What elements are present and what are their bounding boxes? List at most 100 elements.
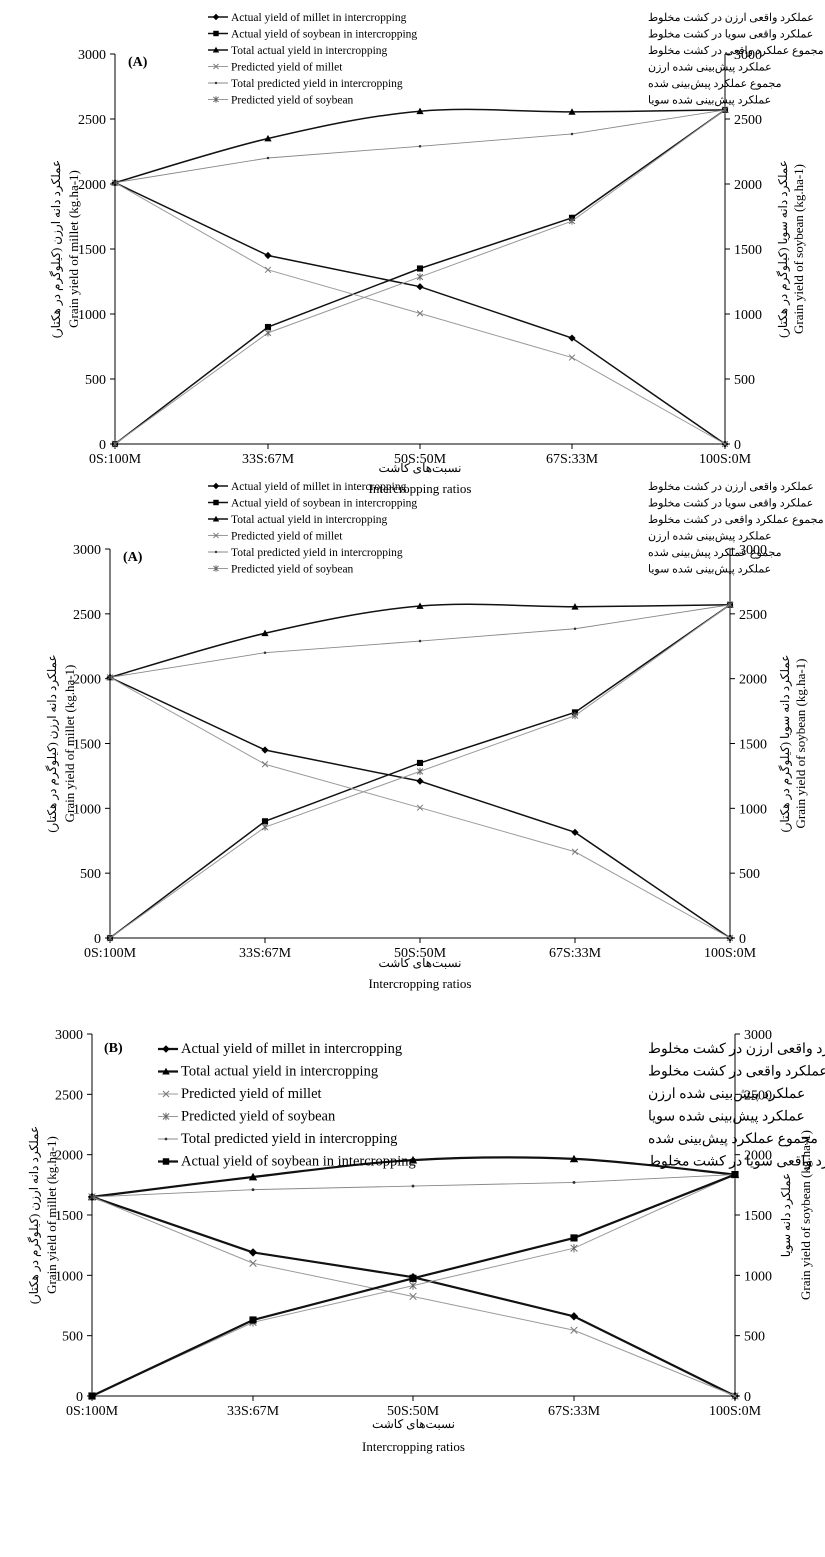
- legend-item: Total predicted yield in intercropping مج…: [208, 78, 782, 90]
- legend-marker: [213, 30, 219, 37]
- y-tick-label-right: 1000: [744, 1269, 772, 1284]
- legend: Actual yield of millet in intercropping ع…: [208, 12, 824, 107]
- legend-label: Total actual yield in intercropping: [181, 1064, 378, 1080]
- data-point: [90, 1195, 94, 1199]
- legend-label: Actual yield of soybean in intercropping: [181, 1154, 416, 1170]
- data-point: [416, 602, 424, 609]
- data-point: [571, 848, 579, 856]
- series-x: [111, 179, 729, 448]
- series-square: [88, 1171, 739, 1400]
- legend-item: Actual yield of soybean in intercropping…: [208, 29, 813, 41]
- legend-label-fa: عملکرد پیش‌بینی شده سویا: [648, 564, 771, 576]
- chart-panel-1: 0 0 500 500 1000 1000 1500 1500 2000 2000 2500 2500…: [49, 12, 824, 496]
- y-tick-label-left: 0: [99, 438, 106, 453]
- legend-label: Predicted yield of soybean: [181, 1109, 336, 1125]
- y-tick-label-right: 2000: [739, 673, 767, 688]
- data-point: [264, 329, 272, 337]
- y-tick-label-left: 1500: [73, 738, 101, 753]
- legend-label-fa: عملکرد پیش‌بینی شده ارزن: [648, 531, 772, 543]
- panel-label: (A): [128, 55, 148, 70]
- legend-item: Actual yield of soybean in intercropping…: [158, 1154, 825, 1170]
- data-point: [409, 1281, 417, 1290]
- y-tick-label-right: 2000: [734, 178, 762, 193]
- y-tick-label-right: 3000: [739, 543, 767, 558]
- x-tick-label: 67S:33M: [549, 946, 602, 961]
- y-tick-label-right: 500: [734, 373, 755, 388]
- x-tick-label: 50S:50M: [394, 452, 447, 467]
- data-point: [418, 639, 422, 643]
- legend-marker: [213, 96, 219, 103]
- legend-label-fa: مجموع عملکرد واقعی در کشت مخلوط: [648, 45, 824, 57]
- y-axis-right-title: Grain yield of soybean (kg.ha-1): [791, 164, 806, 334]
- x-tick-label: 100S:0M: [709, 1404, 762, 1419]
- legend-label-fa: عملکرد پیش‌بینی شده سویا: [648, 1110, 805, 1125]
- legend-label: Actual yield of millet in intercropping: [181, 1041, 402, 1057]
- legend-item: Total predicted yield in intercropping مج…: [208, 547, 782, 559]
- y-tick-label-right: 2500: [739, 608, 767, 623]
- y-axis-left-title-fa: عملکرد دانه ارزن (کیلوگرم در هکتار): [45, 654, 59, 832]
- legend: Actual yield of millet in intercropping ع…: [208, 481, 824, 576]
- y-axis-left-title-fa: عملکرد دانه ارزن (کیلوگرم در هکتار): [49, 160, 63, 338]
- data-point: [570, 1234, 578, 1242]
- data-point: [416, 767, 424, 775]
- data-point: [731, 1392, 739, 1400]
- legend-label: Predicted yield of millet: [231, 531, 343, 543]
- data-point: [570, 1243, 578, 1253]
- y-tick-label-left: 2000: [78, 178, 106, 193]
- series-dot: [90, 1173, 737, 1199]
- data-point: [721, 440, 729, 448]
- data-point: [113, 181, 117, 184]
- y-tick-label-left: 2500: [55, 1088, 83, 1103]
- legend-label: Total predicted yield in intercropping: [231, 78, 403, 90]
- y-tick-label-left: 1000: [55, 1269, 83, 1284]
- data-point: [416, 804, 424, 811]
- legend-label: Predicted yield of millet: [181, 1086, 322, 1102]
- x-axis-title: Intercropping ratios: [362, 1439, 465, 1454]
- axes: 0 0 500 500 1000 1000 1500 1500 2000 2000 2500 2500…: [78, 48, 762, 467]
- legend-item: Total actual yield in intercropping مجموع…: [208, 45, 824, 57]
- data-point: [572, 1180, 576, 1184]
- y-tick-label-right: 2500: [744, 1088, 772, 1103]
- legend-label-fa: عملکرد پیش‌بینی شده سویا: [648, 95, 771, 107]
- legend-item: Actual yield of millet in intercropping ع…: [158, 1041, 825, 1057]
- legend-marker: [214, 550, 218, 554]
- y-tick-label-left: 1000: [73, 802, 101, 817]
- data-point: [249, 1259, 257, 1267]
- chart-panel-2: 0 0 500 500 1000 1000 1500 1500 2000 2000 2500 2500…: [45, 481, 824, 991]
- legend-marker: [162, 1090, 170, 1098]
- data-point: [409, 1274, 417, 1282]
- y-tick-label-left: 0: [76, 1390, 83, 1405]
- data-point: [251, 1188, 255, 1192]
- legend-label-fa: عملکرد واقعی سویا در کشت مخلوط: [648, 1155, 825, 1170]
- x-tick-label: 100S:0M: [699, 452, 752, 467]
- y-tick-label-left: 2000: [55, 1149, 83, 1164]
- legend-marker: [164, 1137, 168, 1141]
- legend-marker: [162, 1112, 170, 1121]
- y-axis-right-title-fa: عملکرد دانه سویا: [779, 1173, 793, 1257]
- x-tick-label: 50S:50M: [394, 946, 447, 961]
- y-axis-left-title: Grain yield of millet (kg.ha-1): [66, 170, 81, 328]
- legend-item: Predicted yield of soybean عملکرد پیش‌بین…: [208, 95, 771, 107]
- y-axis-left-title: Grain yield of millet (kg.ha-1): [44, 1136, 59, 1294]
- data-point: [568, 108, 576, 115]
- legend-label: Actual yield of soybean in intercropping: [231, 498, 417, 510]
- legend-label-fa: مجموع عملکرد پیش‌بینی شده: [648, 78, 782, 90]
- y-tick-label-left: 3000: [55, 1028, 83, 1043]
- x-tick-label: 0S:100M: [89, 452, 142, 467]
- data-point: [570, 132, 574, 136]
- data-point: [416, 310, 424, 317]
- data-point: [571, 712, 579, 720]
- data-point: [261, 818, 269, 825]
- series-x: [88, 1193, 739, 1400]
- legend-label-fa: عملکرد واقعی ارزن در کشت مخلوط: [648, 1042, 825, 1057]
- series-star: [88, 1170, 739, 1401]
- data-point: [249, 1316, 257, 1324]
- legend-label-fa: عملکرد واقعی ارزن در کشت مخلوط: [648, 12, 814, 24]
- data-point: [248, 1248, 258, 1257]
- legend-label-fa: مجموع عملکرد واقعی در کشت مخلوط: [648, 514, 824, 526]
- data-point: [266, 156, 270, 160]
- y-tick-label-left: 2000: [73, 673, 101, 688]
- legend-item: Predicted yield of millet عملکرد پیش‌بینی…: [208, 531, 772, 543]
- legend-label-fa: عملکرد واقعی سویا در کشت مخلوط: [648, 29, 813, 41]
- y-tick-label-right: 0: [734, 438, 741, 453]
